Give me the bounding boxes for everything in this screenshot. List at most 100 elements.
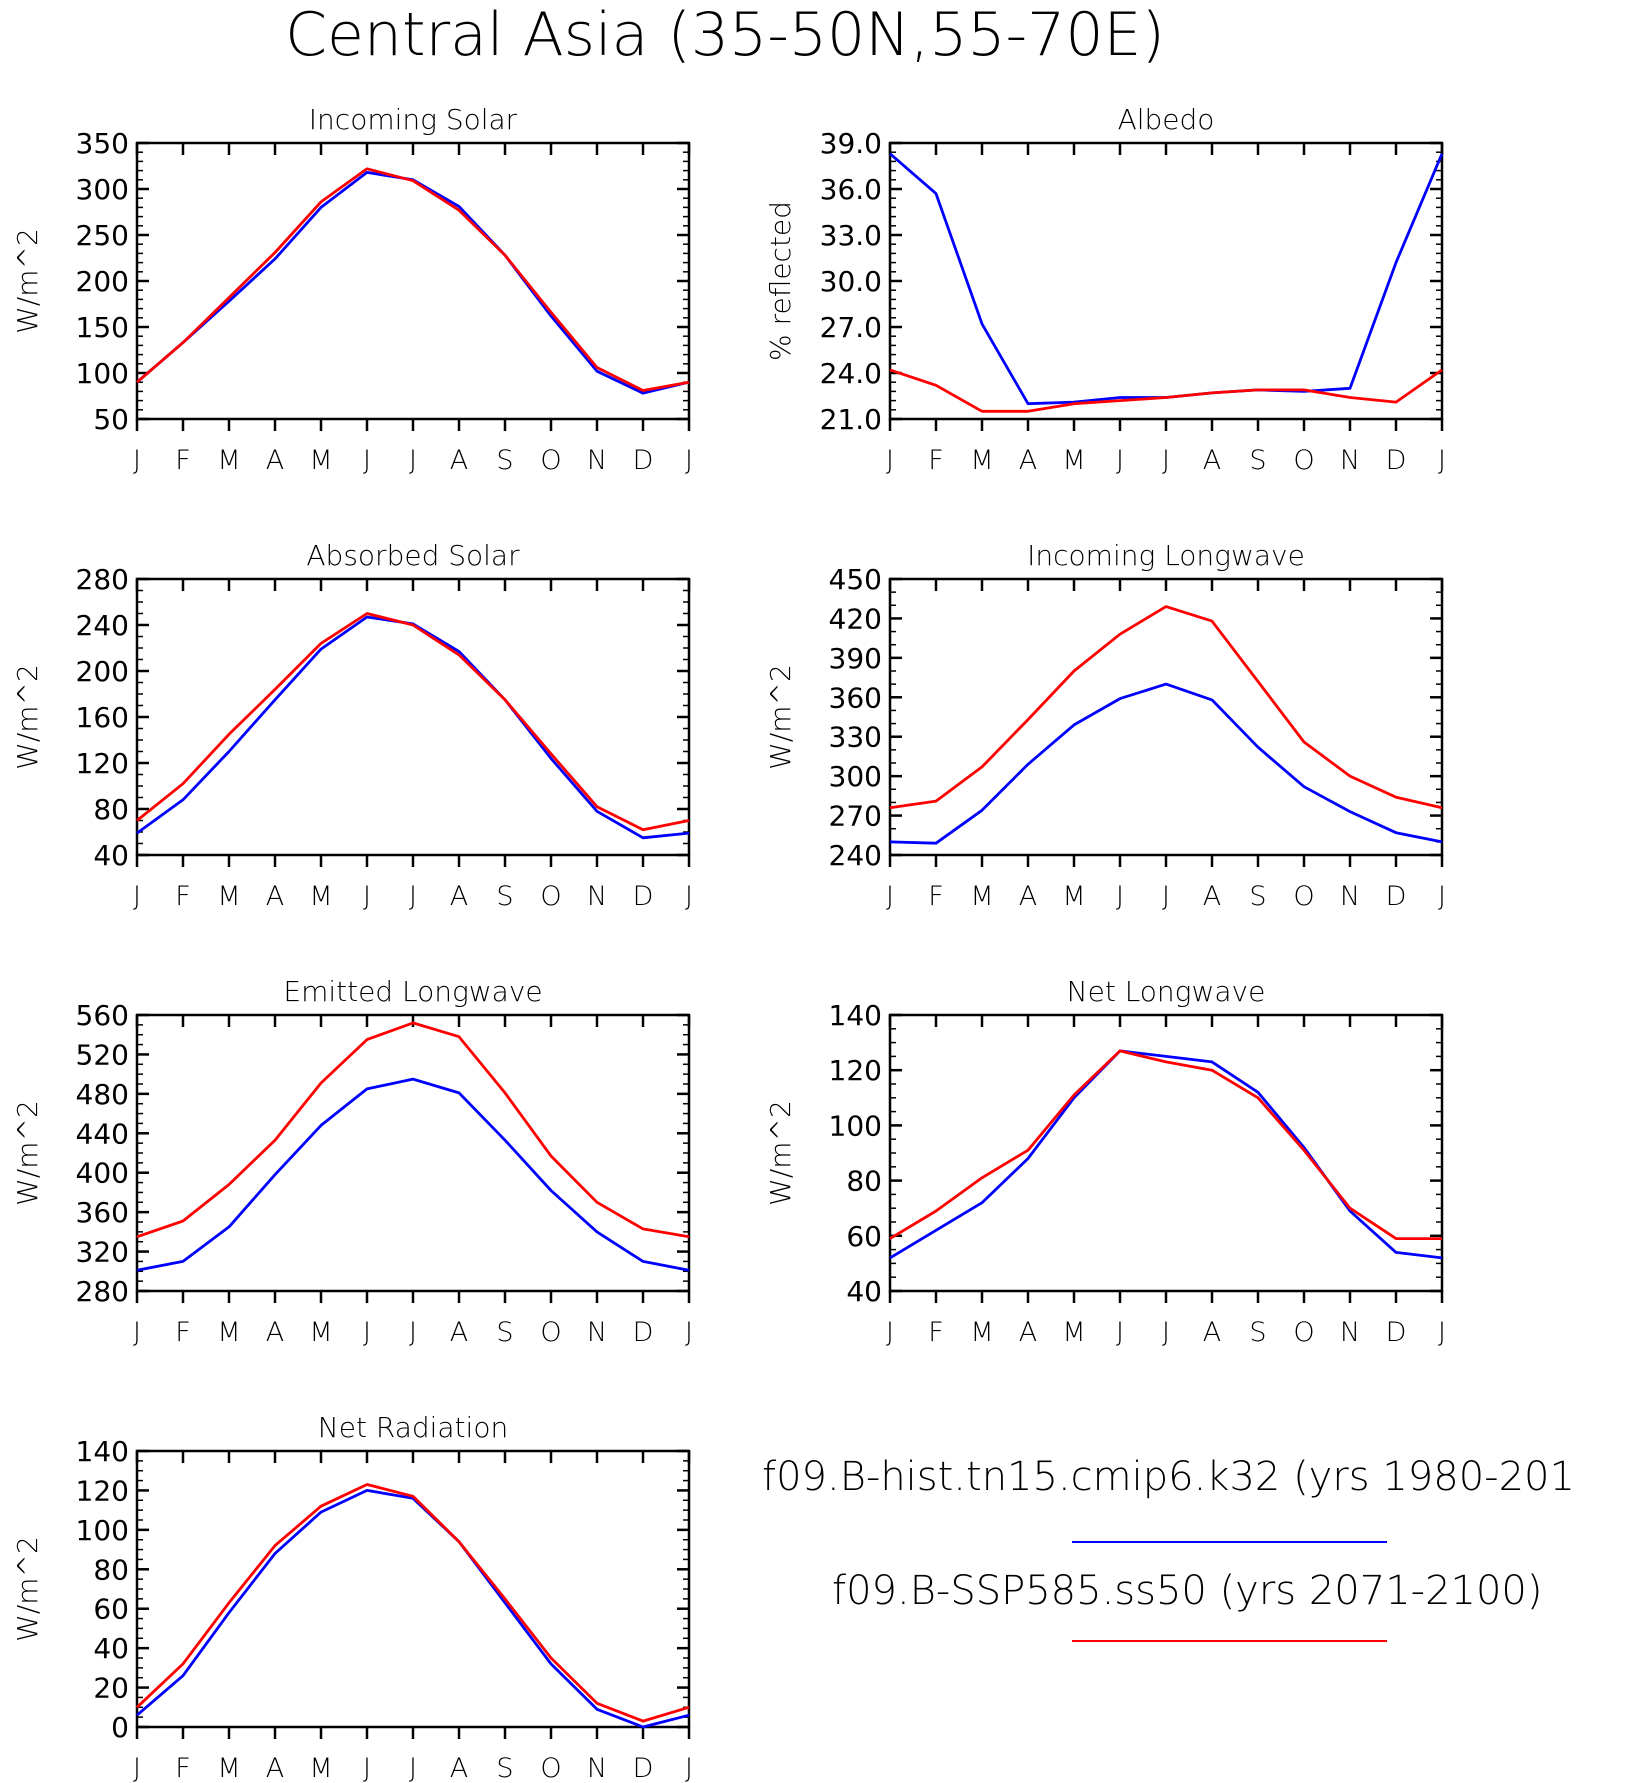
y-tick-label: 160 bbox=[76, 701, 129, 734]
y-tick-label: 100 bbox=[76, 357, 129, 390]
series-line-ssp bbox=[889, 368, 1443, 413]
y-axis-label: W/m^2 bbox=[764, 664, 797, 770]
x-tick-label: A bbox=[1019, 445, 1037, 476]
y-tick-label: 560 bbox=[76, 999, 129, 1032]
series-line-hist bbox=[889, 152, 1444, 406]
x-tick-label: J bbox=[1116, 881, 1124, 912]
x-tick-label: M bbox=[217, 881, 240, 912]
series-line-hist bbox=[136, 1489, 690, 1729]
x-tick-label: F bbox=[175, 1317, 191, 1348]
x-tick-label: M bbox=[1062, 1317, 1085, 1348]
y-tick-label: 36.0 bbox=[820, 173, 882, 206]
y-tick-label: 320 bbox=[76, 1236, 129, 1269]
y-tick-label: 520 bbox=[76, 1038, 129, 1071]
y-tick-label: 360 bbox=[76, 1196, 129, 1229]
series-line-ssp bbox=[889, 1049, 1442, 1240]
x-tick-label: D bbox=[1386, 881, 1407, 912]
x-tick-label: J bbox=[1162, 881, 1170, 912]
legend-line-ssp bbox=[1072, 1640, 1387, 1642]
plot-frame bbox=[135, 1449, 691, 1729]
y-tick-label: 24.0 bbox=[820, 357, 882, 390]
y-tick-label: 60 bbox=[846, 1220, 882, 1253]
y-tick-label: 140 bbox=[76, 1435, 129, 1468]
plot-frame bbox=[888, 141, 1444, 421]
x-tick-label: J bbox=[886, 445, 894, 476]
y-tick-label: 360 bbox=[829, 681, 882, 714]
y-tick-label: 450 bbox=[829, 563, 882, 596]
x-tick-label: A bbox=[266, 1317, 284, 1348]
y-tick-label: 40 bbox=[93, 1632, 129, 1665]
x-tick-label: S bbox=[496, 881, 513, 912]
series-line-hist bbox=[136, 615, 690, 840]
x-tick-label: J bbox=[886, 881, 894, 912]
x-tick-label: J bbox=[1116, 1317, 1124, 1348]
plot-frame bbox=[135, 1013, 691, 1293]
x-tick-label: S bbox=[1249, 881, 1266, 912]
y-axis-label: W/m^2 bbox=[764, 1100, 797, 1206]
x-tick-label: A bbox=[450, 445, 468, 476]
y-tick-label: 480 bbox=[76, 1078, 129, 1111]
x-tick-label: J bbox=[133, 881, 141, 912]
series-line-ssp bbox=[136, 167, 690, 392]
x-tick-label: M bbox=[1062, 445, 1085, 476]
x-tick-label: S bbox=[496, 445, 513, 476]
y-axis-label: W/m^2 bbox=[11, 1536, 44, 1642]
series-line-ssp bbox=[136, 1483, 690, 1723]
x-tick-label: A bbox=[450, 1317, 468, 1348]
x-tick-label: O bbox=[540, 1317, 561, 1348]
x-tick-label: M bbox=[217, 1317, 240, 1348]
x-tick-label: F bbox=[928, 881, 944, 912]
y-tick-label: 250 bbox=[76, 219, 129, 252]
x-tick-label: J bbox=[363, 1753, 371, 1783]
x-tick-label: O bbox=[540, 1753, 561, 1783]
x-tick-label: A bbox=[266, 1753, 284, 1783]
legend-label-ssp: f09.B-SSP585.ss50 (yrs 2071-2100) bbox=[832, 1568, 1543, 1614]
x-tick-label: D bbox=[1386, 445, 1407, 476]
x-tick-label: F bbox=[175, 445, 191, 476]
x-tick-label: A bbox=[266, 445, 284, 476]
y-tick-label: 240 bbox=[829, 839, 882, 872]
x-tick-label: D bbox=[633, 445, 654, 476]
y-tick-label: 100 bbox=[829, 1109, 882, 1142]
y-tick-label: 330 bbox=[829, 721, 882, 754]
series-line-hist bbox=[889, 682, 1443, 845]
subplot-title: Net Longwave bbox=[1067, 975, 1266, 1008]
y-axis-label: W/m^2 bbox=[11, 228, 44, 334]
y-tick-label: 400 bbox=[76, 1157, 129, 1190]
subplot-title: Incoming Longwave bbox=[1027, 539, 1305, 572]
y-tick-label: 120 bbox=[76, 1474, 129, 1507]
x-tick-label: A bbox=[450, 1753, 468, 1783]
y-tick-label: 21.0 bbox=[820, 403, 882, 436]
x-tick-label: N bbox=[1340, 1317, 1360, 1348]
x-tick-label: O bbox=[1293, 445, 1314, 476]
x-tick-label: J bbox=[1438, 881, 1446, 912]
y-tick-label: 60 bbox=[93, 1593, 129, 1626]
plot-frame bbox=[888, 577, 1444, 857]
x-tick-label: M bbox=[309, 881, 332, 912]
x-tick-label: J bbox=[886, 1317, 894, 1348]
y-tick-label: 100 bbox=[76, 1514, 129, 1547]
x-tick-label: J bbox=[685, 1753, 693, 1783]
x-tick-label: M bbox=[1062, 881, 1085, 912]
y-tick-label: 420 bbox=[829, 602, 882, 635]
x-tick-label: A bbox=[1203, 881, 1221, 912]
x-tick-label: D bbox=[633, 1753, 654, 1783]
x-tick-label: A bbox=[450, 881, 468, 912]
x-tick-label: J bbox=[1162, 445, 1170, 476]
x-tick-label: F bbox=[175, 1753, 191, 1783]
y-tick-label: 80 bbox=[846, 1165, 882, 1198]
y-axis-label: W/m^2 bbox=[11, 1100, 44, 1206]
x-tick-label: O bbox=[1293, 881, 1314, 912]
y-tick-label: 80 bbox=[93, 793, 129, 826]
x-tick-label: J bbox=[1438, 1317, 1446, 1348]
x-tick-label: F bbox=[928, 445, 944, 476]
x-tick-label: J bbox=[133, 1753, 141, 1783]
x-tick-label: A bbox=[1019, 881, 1037, 912]
x-tick-label: D bbox=[633, 881, 654, 912]
